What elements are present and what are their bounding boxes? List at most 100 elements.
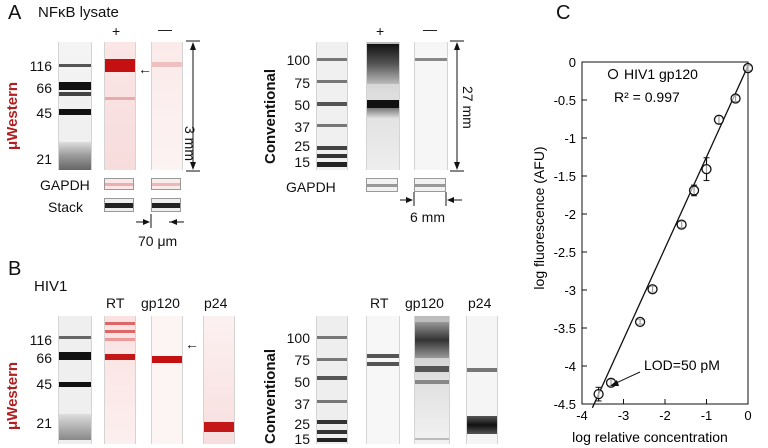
panel-b-header: HIV1 (34, 278, 68, 295)
y-tick-label: -4 (564, 359, 576, 374)
lane-label: p24 (468, 295, 492, 311)
lane-label: gp120 (141, 295, 180, 311)
x-tick-label: 0 (744, 408, 751, 423)
dimension-bracket (400, 192, 462, 206)
mw-label: 50 (294, 374, 310, 390)
lod-arrow (613, 371, 641, 385)
y-tick-label: -2.5 (554, 245, 576, 260)
mw-label: 15 (294, 431, 310, 447)
uwestern-gp120-lane (151, 316, 183, 444)
stack-band-box (104, 198, 134, 212)
uwestern-rt-lane (104, 316, 136, 444)
gapdh-band-box (366, 178, 398, 192)
x-tick-label: -3 (618, 408, 630, 423)
mw-label: 25 (294, 138, 310, 154)
ladder-lane (58, 42, 92, 170)
panel-a-uwestern-label: μWestern (4, 81, 21, 150)
chart-axes: -4 -3 -2 -1 00-0.5-1-1.5-2-2.5-3-3.5-4-4.5 (554, 55, 752, 423)
gapdh-label: GAPDH (40, 177, 90, 193)
mw-label: 15 (294, 154, 310, 170)
stack-band-box (151, 198, 181, 212)
ladder-lane (58, 316, 92, 444)
data-point (701, 164, 712, 175)
mw-label: 37 (294, 396, 310, 412)
gapdh-band-box (414, 178, 446, 192)
mw-label: 116 (29, 58, 52, 74)
x-tick-label: -4 (576, 408, 588, 423)
dimension-bracket (450, 40, 464, 172)
panel-b-uwestern-label: μWestern (4, 361, 21, 430)
plot-frame (581, 61, 749, 405)
uwestern-minus-lane (151, 42, 183, 170)
data-point (676, 219, 687, 230)
ladder-lane (316, 42, 348, 170)
y-tick-label: -2 (564, 207, 576, 222)
y-axis-label: log fluorescence (AFU) (531, 146, 547, 289)
data-point (647, 284, 658, 295)
dim-27mm-label: 27 mm (460, 86, 476, 129)
lane-label: RT (106, 295, 125, 311)
mw-label: 100 (286, 52, 310, 68)
y-tick-label: -0.5 (554, 93, 576, 108)
panel-c-letter: C (556, 2, 571, 24)
legend-marker (607, 68, 619, 80)
panel-a-header: NFκB lysate (38, 4, 119, 21)
dimension-bracket (136, 214, 184, 228)
mw-label: 75 (294, 352, 310, 368)
panel-a-conventional-label: Conventional (262, 68, 279, 164)
plus-label: + (376, 23, 385, 39)
uwestern-plus-lane (104, 42, 136, 170)
data-point (742, 62, 754, 74)
mw-label: 116 (29, 332, 52, 348)
conventional-p24-lane (466, 316, 498, 444)
data-point (688, 185, 700, 196)
data-point (730, 93, 741, 104)
minus-label: — (423, 21, 437, 37)
data-point (634, 316, 646, 328)
panel-a-letter: A (8, 2, 22, 24)
plus-label: + (112, 23, 121, 39)
lod-label: LOD=50 pM (644, 357, 720, 373)
data-point (593, 388, 604, 400)
legend-label: HIV1 gp120 (624, 66, 698, 82)
r-squared-label: R² = 0.997 (614, 89, 680, 105)
mw-label: 21 (36, 151, 52, 167)
gapdh-band-box (104, 178, 134, 190)
mw-label: 25 (294, 416, 310, 432)
y-tick-label: -1.5 (554, 169, 576, 184)
x-tick-label: -2 (659, 408, 671, 423)
y-tick-label: 0 (569, 55, 576, 70)
y-tick-label: -3 (564, 283, 576, 298)
lane-label: RT (370, 295, 389, 311)
conventional-minus-lane (414, 42, 448, 170)
panel-b-letter: B (8, 258, 22, 280)
uwestern-p24-lane (203, 316, 235, 444)
dimension-bracket (186, 40, 200, 172)
chart-marks (591, 62, 754, 409)
mw-label: 45 (36, 376, 52, 392)
y-tick-label: -1 (564, 131, 576, 146)
conventional-plus-lane (366, 42, 400, 170)
mw-label: 50 (294, 97, 310, 113)
lane-label: gp120 (405, 295, 444, 311)
x-tick-label: -1 (701, 408, 713, 423)
stack-label: Stack (48, 199, 84, 215)
calibration-chart: -4 -3 -2 -1 00-0.5-1-1.5-2-2.5-3-3.5-4-4.5 l… (531, 55, 754, 445)
lane-label: p24 (204, 295, 228, 311)
conventional-rt-lane (366, 316, 400, 444)
arrow-left-icon: ← (185, 336, 199, 352)
x-axis-label: log relative concentration (572, 429, 728, 445)
mw-label: 37 (294, 119, 310, 135)
arrow-left-icon: ← (138, 61, 152, 77)
gapdh-band-box (151, 178, 181, 190)
gapdh-label: GAPDH (286, 179, 336, 195)
mw-label: 66 (36, 350, 52, 366)
mw-label: 21 (36, 415, 52, 431)
dim-3mm-label: 3 mm (182, 126, 198, 161)
ladder-lane (316, 316, 348, 444)
panel-b-conventional-label: Conventional (262, 348, 279, 444)
lod-arrowhead (610, 380, 619, 386)
mw-label: 75 (294, 75, 310, 91)
minus-label: — (158, 21, 172, 37)
y-tick-label: -3.5 (554, 321, 576, 336)
